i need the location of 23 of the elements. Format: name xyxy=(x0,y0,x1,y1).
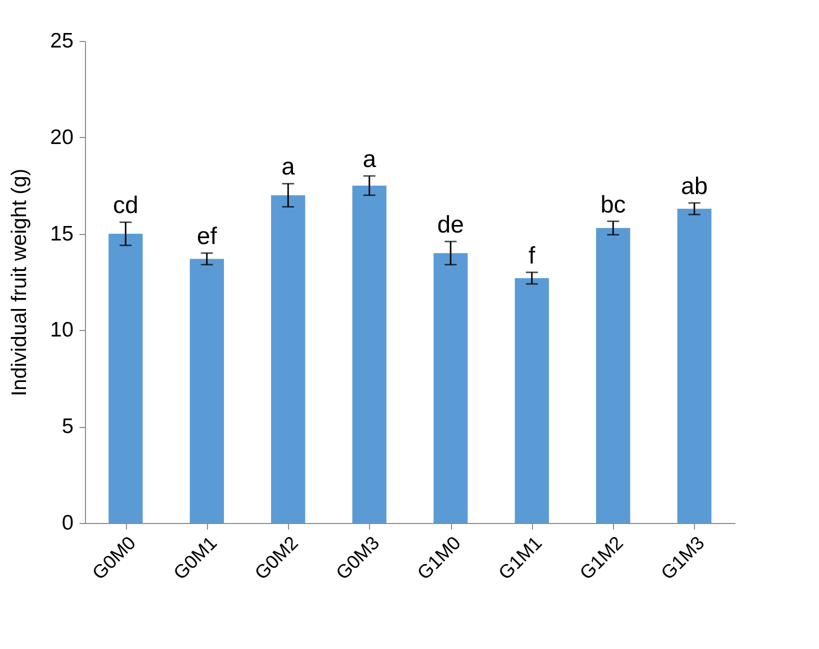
y-tick-label: 10 xyxy=(50,318,74,342)
annotation: ab xyxy=(681,172,708,200)
bar xyxy=(677,208,712,523)
y-axis-title: Individual fruit weight (g) xyxy=(8,168,32,396)
y-tick-label: 15 xyxy=(50,222,74,246)
annotation: a xyxy=(362,146,377,173)
annotation: bc xyxy=(600,191,626,218)
bar xyxy=(108,234,143,523)
y-tick-label: 20 xyxy=(50,126,74,149)
y-tick-label: 0 xyxy=(62,512,74,534)
y-tick-label: 25 xyxy=(50,30,74,52)
annotation: de xyxy=(437,212,464,239)
annotation: a xyxy=(281,154,296,181)
bar xyxy=(271,195,306,523)
annotation: cd xyxy=(112,192,138,220)
annotation: f xyxy=(528,242,536,270)
annotation: ef xyxy=(196,223,218,250)
y-tick-label: 5 xyxy=(62,415,74,438)
bar xyxy=(190,258,224,523)
bar xyxy=(514,278,549,523)
bar xyxy=(596,228,630,523)
bar xyxy=(352,186,386,523)
bar xyxy=(434,253,468,523)
